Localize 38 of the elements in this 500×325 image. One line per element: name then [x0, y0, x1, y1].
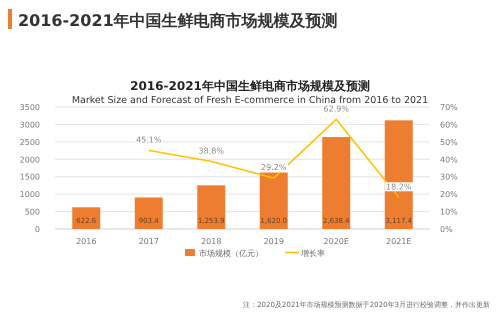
y2-tick-label: 70% — [440, 103, 458, 112]
x-tick-label: 2020E — [324, 237, 349, 246]
bar — [260, 172, 288, 229]
y2-tick-label: 10% — [440, 208, 458, 217]
chart-subtitle: Market Size and Forecast of Fresh E-commerce in China from 2016 to 2021 — [72, 95, 428, 106]
text: 2016-2021年中国生鲜电商市场规模及预测 — [18, 11, 338, 30]
y-tick-label: 3500 — [20, 103, 40, 112]
y-tick-label: 0 — [34, 225, 40, 234]
y-tick-label: 3000 — [20, 120, 40, 130]
y-tick-label: 2500 — [20, 138, 40, 147]
x-tick-label: 2017 — [138, 237, 159, 246]
y2-tick-label: 20% — [440, 190, 458, 200]
y-tick-label: 1000 — [20, 190, 40, 200]
legend-label: 增长率 — [300, 249, 325, 258]
chart-title: 2016-2021年中国生鲜电商市场规模及预测 — [130, 79, 370, 93]
y-tick-label: 2000 — [20, 155, 40, 164]
x-tick-label: 2019 — [264, 237, 284, 246]
data-label: 18.2% — [386, 182, 412, 192]
y-tick-label: 500 — [24, 208, 40, 217]
bar — [134, 198, 163, 229]
legend-label: 市场规模（亿元） — [199, 249, 263, 258]
bar — [322, 137, 350, 229]
y-tick-label: 1500 — [20, 172, 40, 182]
x-tick-label: 2018 — [201, 237, 222, 246]
data-label: 45.1% — [136, 135, 162, 144]
y2-tick-label: 30% — [440, 172, 458, 182]
bar — [197, 185, 226, 229]
x-tick-label: 2021E — [386, 237, 412, 246]
y2-tick-label: 50% — [440, 138, 458, 147]
y2-tick-label: 0% — [440, 225, 454, 234]
bar — [384, 120, 413, 229]
bar — [72, 207, 100, 229]
y2-tick-label: 40% — [440, 155, 458, 164]
data-label: 38.8% — [198, 146, 224, 156]
data-label: 29.2% — [261, 163, 287, 172]
data-label: 62.9% — [324, 104, 350, 114]
y2-tick-label: 60% — [440, 120, 458, 130]
x-tick-label: 2016 — [76, 237, 96, 246]
